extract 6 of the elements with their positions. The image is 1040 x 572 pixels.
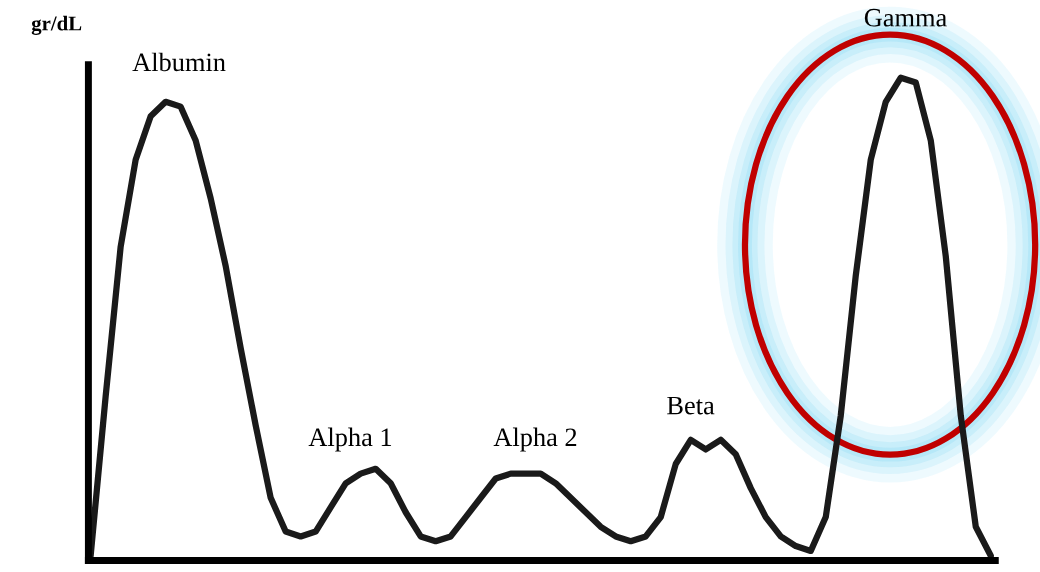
annotation: Alpha 2 xyxy=(493,427,577,452)
text: Albumin xyxy=(132,52,226,72)
y-axis-title: gr/dL xyxy=(31,15,82,35)
text: Gamma xyxy=(864,8,947,27)
annotation: Alpha 1 xyxy=(308,427,392,452)
annotation: Beta xyxy=(667,396,715,415)
